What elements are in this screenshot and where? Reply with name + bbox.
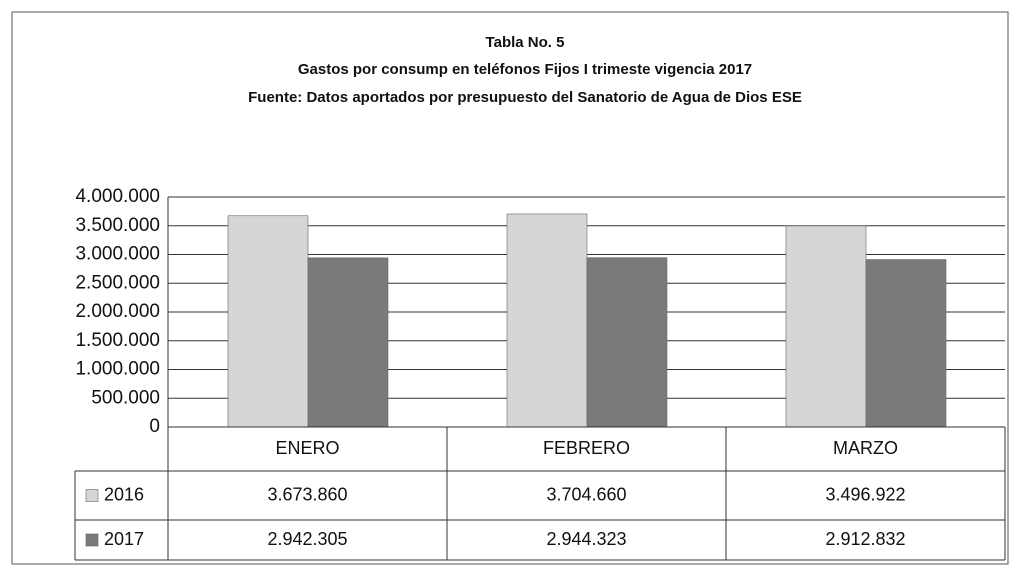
y-tick-label: 2.500.000	[75, 272, 160, 293]
y-tick-label: 1.500.000	[75, 330, 160, 351]
y-tick-label: 500.000	[91, 387, 160, 408]
bar	[785, 225, 867, 428]
legend-label: 2017	[104, 529, 144, 549]
y-tick-label: 3.500.000	[75, 215, 160, 236]
y-tick-label: 4.000.000	[75, 186, 160, 207]
table-value: 3.704.660	[546, 484, 626, 504]
y-tick-label: 3.000.000	[75, 244, 160, 265]
table-value: 3.673.860	[267, 484, 347, 504]
chart-title: Tabla No. 5	[486, 34, 565, 51]
x-tick-label: ENERO	[275, 438, 339, 458]
y-tick-label: 2.000.000	[75, 301, 160, 322]
bar	[227, 215, 309, 428]
chart-subtitle: Gastos por consump en teléfonos Fijos I …	[298, 61, 752, 78]
chart-source: Fuente: Datos aportados por presupuesto …	[248, 89, 802, 106]
table-value: 3.496.922	[825, 484, 905, 504]
x-tick-label: MARZO	[833, 438, 898, 458]
legend-swatch	[85, 533, 99, 547]
y-tick-label: 1.000.000	[75, 359, 160, 380]
table-value: 2.912.832	[825, 529, 905, 549]
bar	[307, 257, 389, 428]
table-value: 2.942.305	[267, 529, 347, 549]
bar	[586, 257, 668, 428]
y-tick-label: 0	[149, 416, 160, 437]
table-value: 2.944.323	[546, 529, 626, 549]
chart-frame	[11, 11, 1009, 565]
legend-swatch	[85, 489, 99, 502]
bar	[506, 213, 588, 428]
legend-label: 2016	[104, 484, 144, 504]
bar	[865, 259, 947, 428]
x-tick-label: FEBRERO	[543, 438, 630, 458]
